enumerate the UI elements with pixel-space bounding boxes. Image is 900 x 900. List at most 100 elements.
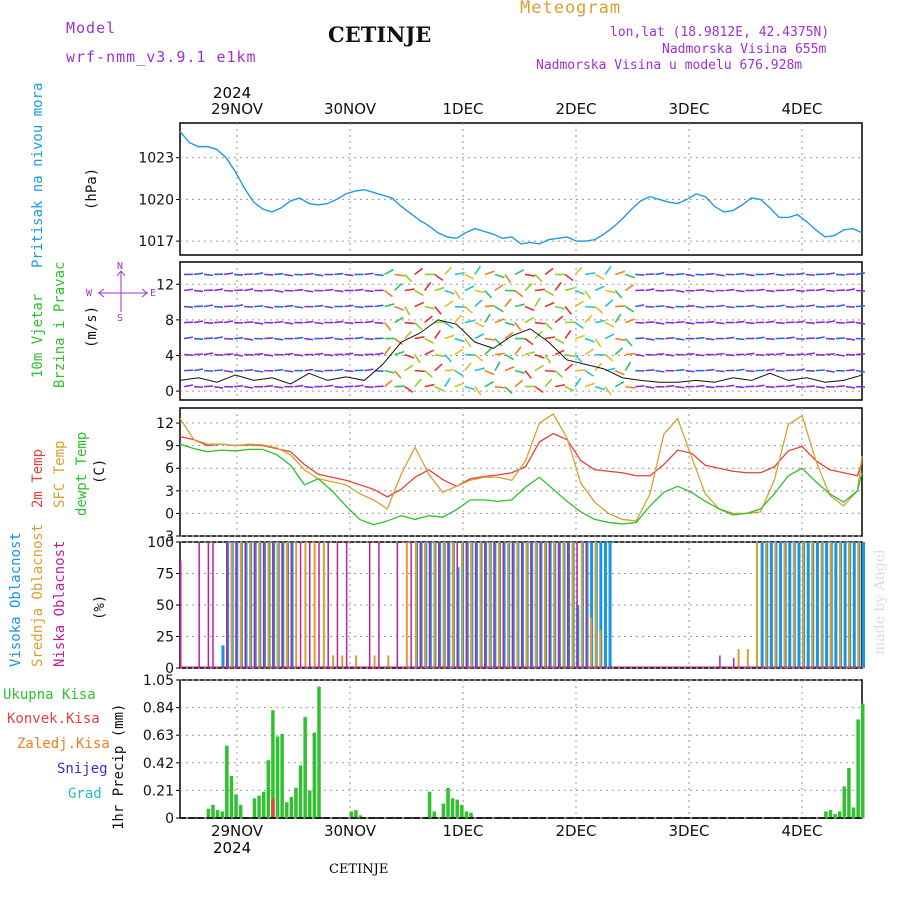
mid-cloud-bar [746,649,749,668]
wind-arrow [434,286,445,292]
low-cloud-bar [272,542,274,668]
wind-arrow [244,385,254,389]
mid-cloud-bar [848,542,851,668]
wind-arrow [424,315,433,324]
wind-arrow [625,273,636,279]
precip-tick-label: 0.63 [143,728,174,744]
wind-arrow [244,369,254,372]
wind-arrow [775,352,785,356]
precip-bar [349,811,353,818]
compass-n: N [117,261,124,272]
mid-cloud-bar [230,542,233,668]
wind-arrow [745,352,755,356]
wind-arrow [414,378,422,388]
wind-arrow [645,337,655,341]
wind-arrow [544,267,554,276]
wind-arrow [584,369,594,377]
wind-arrow [574,266,583,276]
wind-arrow [845,369,855,372]
wind-arrow [795,320,805,324]
wind-arrow [504,365,515,372]
low-cloud-bar [253,542,256,668]
wind-arrow [524,351,535,356]
wind-arrow [494,318,505,324]
wind-arrow [374,273,384,277]
wind-arrow [825,353,835,356]
precip-bar [238,804,243,818]
wind-arrow [514,269,525,276]
precip-bar [450,798,455,818]
mid-cloud-bar [405,542,408,668]
wind-arrow [274,273,284,276]
wind-arrow [835,337,845,340]
wind-arrow [444,368,455,372]
wind-arrow [855,272,865,276]
wind-arrow [234,353,244,357]
wind-arrow [374,352,384,356]
wind-arrow [715,304,725,308]
low-cloud-bar [327,542,329,668]
wind-arrow [474,333,485,340]
wind-arrow [785,305,795,309]
wind-arrow [324,384,334,388]
wind-arrow [234,385,244,388]
wind-arrow [635,353,645,357]
wind-arrow [534,288,546,292]
mid-cloud-bar [313,542,316,668]
precip-bar [460,804,464,818]
wind-arrow [624,361,632,372]
wind-arrow [324,288,334,292]
wind-arrow [434,353,445,358]
wind-arrow [304,289,314,293]
wind-arrow [454,337,465,343]
wind-arrow [624,338,633,347]
low-cloud-bar [345,542,348,668]
wind-arrow [625,352,636,356]
wind-arrow [394,273,405,277]
wind-arrow [584,314,593,324]
wind-arrow [695,384,705,388]
wind-arrow [544,289,555,297]
wind-arrow [334,368,344,372]
wind-arrow [614,369,625,376]
low-cloud-bar [290,542,293,668]
wind-arrow [835,304,845,308]
wind-arrow [474,321,485,328]
wind-arrow [354,288,364,292]
convek-bar [271,798,275,818]
wind-arrow [614,347,624,356]
wind-arrow [504,298,512,308]
compass-e: E [150,288,157,299]
wind-arrow [584,348,594,356]
wind-arrow [604,299,614,308]
wind-arrow [825,369,835,373]
wind-arrow [795,368,805,372]
precip-bar [280,733,284,818]
low-cloud-bar [244,542,247,668]
wind-arrow [264,289,274,292]
dewpt-line [179,443,863,526]
wind-arrow [574,334,585,340]
wind-arrow [424,370,433,378]
mid-cloud-bar [285,542,288,668]
wind-arrow [604,333,615,340]
mid-cloud-bar [332,655,335,668]
wind-arrow [384,369,395,374]
cloud-tick-label: 100 [147,535,174,551]
wind-arrow [334,289,344,293]
wind-arrow [534,364,544,372]
wind-arrow [514,322,522,332]
wind-arrow [604,321,615,328]
wind-arrow [284,321,294,325]
wind-arrow [765,272,775,276]
wind-arrow [775,273,785,277]
wind-arrow [554,383,566,388]
low-cloud-bar [368,542,371,668]
wind-arrow [675,337,685,341]
wind-arrow [474,299,483,308]
low-cloud-bar [299,542,302,668]
wind-arrow [444,354,453,363]
mid-cloud-bar [355,655,358,668]
wind-arrow [424,337,434,344]
